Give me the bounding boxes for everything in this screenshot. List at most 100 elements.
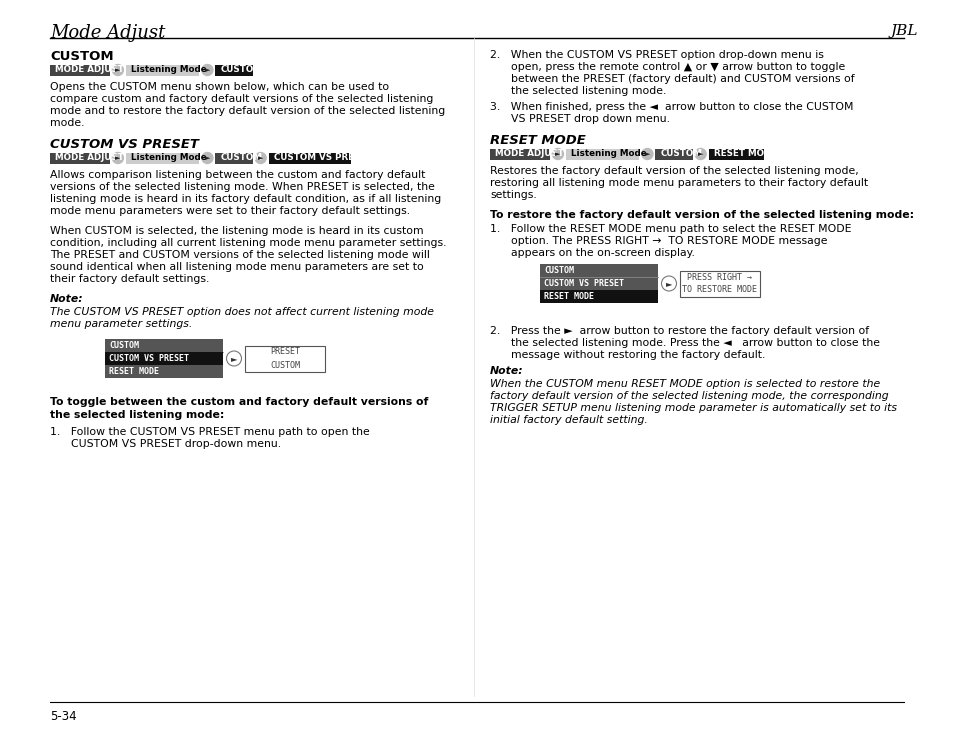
- FancyBboxPatch shape: [215, 153, 253, 164]
- Text: Allows comparison listening between the custom and factory default: Allows comparison listening between the …: [50, 170, 425, 180]
- Text: Listening Mode: Listening Mode: [570, 150, 646, 159]
- Text: 1.   Follow the CUSTOM VS PRESET menu path to open the: 1. Follow the CUSTOM VS PRESET menu path…: [50, 427, 370, 437]
- Text: When CUSTOM is selected, the listening mode is heard in its custom: When CUSTOM is selected, the listening m…: [50, 226, 423, 236]
- FancyBboxPatch shape: [50, 153, 110, 164]
- Text: CUSTOM VS PRESET: CUSTOM VS PRESET: [50, 138, 198, 151]
- Text: open, press the remote control ▲ or ▼ arrow button to toggle: open, press the remote control ▲ or ▼ ar…: [490, 62, 844, 72]
- Text: When the CUSTOM menu RESET MODE option is selected to restore the: When the CUSTOM menu RESET MODE option i…: [490, 379, 880, 389]
- Text: ►: ►: [698, 151, 702, 157]
- Text: CUSTOM: CUSTOM: [270, 360, 299, 370]
- Text: Note:: Note:: [50, 294, 84, 304]
- Text: Opens the CUSTOM menu shown below, which can be used to: Opens the CUSTOM menu shown below, which…: [50, 82, 389, 92]
- Text: PRESET: PRESET: [270, 348, 299, 356]
- Text: menu parameter settings.: menu parameter settings.: [50, 319, 193, 329]
- Text: condition, including all current listening mode menu parameter settings.: condition, including all current listeni…: [50, 238, 446, 248]
- Text: 2.   Press the ►  arrow button to restore the factory default version of: 2. Press the ► arrow button to restore t…: [490, 326, 868, 336]
- Circle shape: [202, 64, 213, 75]
- Text: RESET MODE: RESET MODE: [543, 292, 594, 301]
- Text: CUSTOM: CUSTOM: [543, 266, 574, 275]
- FancyBboxPatch shape: [245, 345, 325, 371]
- Text: compare custom and factory default versions of the selected listening: compare custom and factory default versi…: [50, 94, 433, 104]
- Text: The CUSTOM VS PRESET option does not affect current listening mode: The CUSTOM VS PRESET option does not aff…: [50, 307, 434, 317]
- Text: VS PRESET drop down menu.: VS PRESET drop down menu.: [490, 114, 669, 124]
- Text: ►: ►: [644, 151, 649, 157]
- Circle shape: [695, 148, 705, 159]
- FancyBboxPatch shape: [126, 64, 199, 75]
- Text: CUSTOM: CUSTOM: [659, 150, 701, 159]
- Text: ►: ►: [665, 279, 672, 288]
- Text: restoring all listening mode menu parameters to their factory default: restoring all listening mode menu parame…: [490, 178, 867, 188]
- FancyBboxPatch shape: [655, 148, 692, 159]
- FancyBboxPatch shape: [105, 352, 223, 365]
- Text: their factory default settings.: their factory default settings.: [50, 274, 209, 284]
- Text: RESET MODE: RESET MODE: [713, 150, 776, 159]
- Text: TRIGGER SETUP menu listening mode parameter is automatically set to its: TRIGGER SETUP menu listening mode parame…: [490, 403, 896, 413]
- Text: 3.   When finished, press the ◄  arrow button to close the CUSTOM: 3. When finished, press the ◄ arrow butt…: [490, 102, 853, 112]
- Text: Restores the factory default version of the selected listening mode,: Restores the factory default version of …: [490, 166, 858, 176]
- Text: RESET MODE: RESET MODE: [109, 367, 159, 376]
- Circle shape: [112, 64, 123, 75]
- Text: settings.: settings.: [490, 190, 537, 200]
- Text: To restore the factory default version of the selected listening mode:: To restore the factory default version o…: [490, 210, 913, 220]
- Text: the selected listening mode:: the selected listening mode:: [50, 410, 224, 420]
- Text: appears on the on-screen display.: appears on the on-screen display.: [490, 248, 694, 258]
- Text: 2.   When the CUSTOM VS PRESET option drop-down menu is: 2. When the CUSTOM VS PRESET option drop…: [490, 50, 823, 60]
- Text: initial factory default setting.: initial factory default setting.: [490, 415, 647, 425]
- Text: the selected listening mode. Press the ◄   arrow button to close the: the selected listening mode. Press the ◄…: [490, 338, 879, 348]
- Text: CUSTOM: CUSTOM: [220, 66, 262, 75]
- Text: ►: ►: [205, 67, 210, 73]
- Text: CUSTOM VS PRESET: CUSTOM VS PRESET: [109, 354, 189, 363]
- FancyBboxPatch shape: [269, 153, 351, 164]
- Circle shape: [112, 153, 123, 164]
- Text: between the PRESET (factory default) and CUSTOM versions of: between the PRESET (factory default) and…: [490, 74, 854, 84]
- FancyBboxPatch shape: [490, 148, 549, 159]
- Text: listening mode is heard in its factory default condition, as if all listening: listening mode is heard in its factory d…: [50, 194, 441, 204]
- Text: Mode Adjust: Mode Adjust: [50, 24, 165, 42]
- Text: Listening Mode: Listening Mode: [131, 66, 206, 75]
- Text: MODE ADJUST: MODE ADJUST: [495, 150, 563, 159]
- Text: Note:: Note:: [490, 366, 523, 376]
- Circle shape: [202, 153, 213, 164]
- Circle shape: [660, 276, 676, 291]
- Circle shape: [254, 153, 266, 164]
- Text: CUSTOM: CUSTOM: [50, 50, 113, 63]
- FancyBboxPatch shape: [539, 264, 658, 303]
- Text: mode menu parameters were set to their factory default settings.: mode menu parameters were set to their f…: [50, 206, 410, 216]
- Text: MODE ADJUST: MODE ADJUST: [55, 66, 124, 75]
- FancyBboxPatch shape: [539, 290, 658, 303]
- Text: ►: ►: [555, 151, 560, 157]
- Text: CUSTOM VS PRESET drop-down menu.: CUSTOM VS PRESET drop-down menu.: [50, 439, 281, 449]
- Text: option. The PRESS RIGHT →  TO RESTORE MODE message: option. The PRESS RIGHT → TO RESTORE MOD…: [490, 236, 826, 246]
- Text: ►: ►: [115, 155, 120, 161]
- Text: 5-34: 5-34: [50, 710, 76, 723]
- Text: CUSTOM VS PRESET: CUSTOM VS PRESET: [274, 154, 372, 162]
- FancyBboxPatch shape: [50, 64, 110, 75]
- FancyBboxPatch shape: [708, 148, 763, 159]
- FancyBboxPatch shape: [565, 148, 639, 159]
- Text: message without restoring the factory default.: message without restoring the factory de…: [490, 350, 764, 360]
- FancyBboxPatch shape: [105, 339, 223, 378]
- FancyBboxPatch shape: [215, 64, 253, 75]
- Text: sound identical when all listening mode menu parameters are set to: sound identical when all listening mode …: [50, 262, 423, 272]
- Text: ►: ►: [115, 67, 120, 73]
- Text: versions of the selected listening mode. When PRESET is selected, the: versions of the selected listening mode.…: [50, 182, 435, 192]
- Text: RESET MODE: RESET MODE: [490, 134, 585, 147]
- Text: To toggle between the custom and factory default versions of: To toggle between the custom and factory…: [50, 397, 428, 407]
- Text: the selected listening mode.: the selected listening mode.: [490, 86, 666, 96]
- Circle shape: [552, 148, 563, 159]
- Text: mode and to restore the factory default version of the selected listening: mode and to restore the factory default …: [50, 106, 445, 116]
- Text: Listening Mode: Listening Mode: [131, 154, 206, 162]
- Text: CUSTOM: CUSTOM: [109, 341, 139, 350]
- Text: TO RESTORE MODE: TO RESTORE MODE: [681, 286, 757, 294]
- Text: 1.   Follow the RESET MODE menu path to select the RESET MODE: 1. Follow the RESET MODE menu path to se…: [490, 224, 851, 234]
- Text: PRESS RIGHT →: PRESS RIGHT →: [687, 272, 752, 281]
- Text: factory default version of the selected listening mode, the corresponding: factory default version of the selected …: [490, 391, 887, 401]
- Circle shape: [641, 148, 652, 159]
- Text: CUSTOM: CUSTOM: [220, 154, 262, 162]
- Text: ►: ►: [231, 354, 237, 363]
- FancyBboxPatch shape: [126, 153, 199, 164]
- Text: MODE ADJUST: MODE ADJUST: [55, 154, 124, 162]
- Text: ►: ►: [257, 155, 263, 161]
- Text: JBL: JBL: [889, 24, 917, 38]
- Circle shape: [226, 351, 241, 366]
